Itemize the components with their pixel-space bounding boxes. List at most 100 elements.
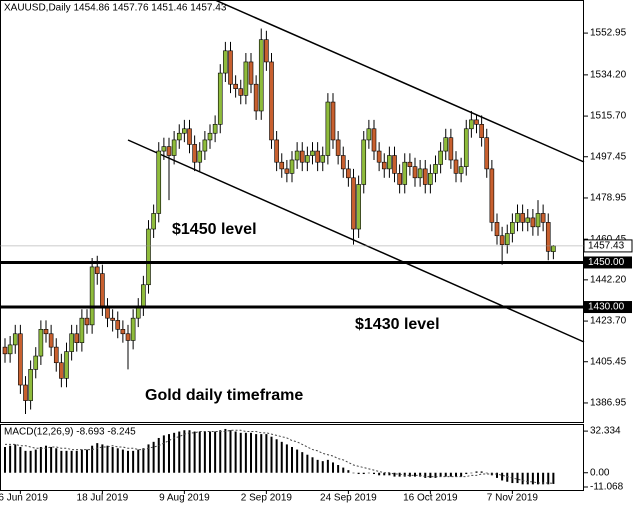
macd-bar [86,449,88,473]
macd-bar [188,430,191,473]
candle-body [238,88,244,96]
x-tick-label: 18 Jul 2019 [77,493,129,504]
macd-bar [414,472,416,477]
macd-bar [531,472,534,485]
candle-body [545,222,551,252]
macd-bar [388,472,391,476]
candle-body [110,317,115,321]
candle-body [525,217,531,223]
candle-body [315,150,320,163]
candle-body [2,346,8,355]
candle-body [258,39,264,112]
macd-bar [260,434,263,473]
x-tick-label: 26 Jun 2019 [0,493,48,504]
candle-body [53,346,59,364]
macd-bar [265,434,268,473]
candle-body [7,344,13,355]
candle-body [166,146,172,156]
macd-bar [542,472,545,485]
macd-bar [506,472,509,482]
macd-bar [14,444,17,473]
macd-bar [55,448,58,473]
macd-bar [306,454,309,473]
candle-body [253,83,259,112]
candle-body [130,317,136,341]
candle-body [284,168,290,174]
candle-body [23,384,28,401]
candle-body [233,83,238,89]
candle-body [207,132,213,141]
candle-body [217,72,223,125]
x-tick-label: 16 Oct 2019 [403,493,458,504]
macd-tick-label: 0.00 [590,467,610,478]
macd-bar [234,431,237,473]
candle-body [299,150,305,163]
macd-bar [168,434,170,473]
chart-header: XAUUSD,Daily 1454.86 1457.76 1451.46 145… [4,3,227,14]
y-tick-label: 1497.45 [590,151,627,162]
macd-bar [326,459,329,473]
macd-bar [29,450,32,473]
candle-body [448,137,454,161]
macd-bar [501,472,504,481]
candle-body [366,128,372,141]
candle-body [417,168,423,179]
macd-bar [362,472,365,475]
candle-body [453,159,459,174]
macd-bar [178,431,181,473]
macd-bar [316,459,319,473]
y-tick-label: 1386.95 [590,398,627,409]
macd-bar [116,448,119,473]
macd-bar [280,441,283,473]
candle-body [387,155,392,170]
candle-body [489,168,495,223]
candle-body [79,317,85,343]
macd-bar [162,435,165,473]
macd-bar [224,428,227,473]
candle-body [412,166,418,179]
macd-bar [521,472,524,485]
candle-body [504,233,510,245]
macd-bar [403,472,406,477]
candle-body [474,119,479,125]
macd-bar [111,446,114,473]
macd-bar [147,444,150,473]
macd-bar [70,450,73,473]
y-tick-label: 1405.45 [590,356,627,367]
candle-body [94,266,100,274]
macd-bar [439,472,442,477]
channel-lower [127,139,585,343]
macd-bar [321,461,324,473]
candle-body [397,173,402,185]
macd-bar [183,430,186,473]
marks [2,28,556,485]
macd-bar [270,436,273,473]
macd-bar [101,444,104,473]
level-box [584,256,632,269]
candle-body [28,369,33,401]
macd-tick-label: 32.334 [590,426,621,437]
candle-body [520,213,525,223]
annotation: Gold daily timeframe [145,387,303,404]
macd-bar [419,472,422,477]
candle-body [187,128,192,145]
candle-body [243,61,249,96]
macd-bar [250,432,252,473]
candle-body [156,150,162,214]
macd-bar [137,449,140,473]
macd-bar [9,445,12,473]
candle-body [325,101,331,156]
x-tick-label: 9 Aug 2019 [159,493,210,504]
candle-body [89,266,95,326]
level-box [584,301,632,314]
candle-body [248,61,254,85]
macd-bar [173,432,176,473]
macd-bar [352,472,355,474]
candle-body [530,217,536,228]
macd-bar [311,457,314,473]
candle-body [289,159,295,174]
candle-body [330,101,336,141]
candle-body [43,329,49,335]
candle-body [346,168,351,179]
